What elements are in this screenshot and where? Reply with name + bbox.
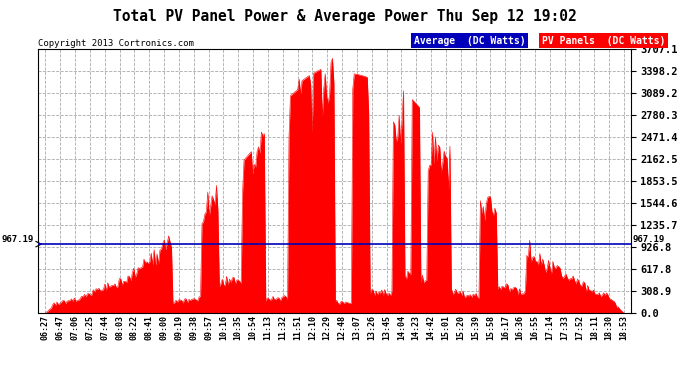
Text: Total PV Panel Power & Average Power Thu Sep 12 19:02: Total PV Panel Power & Average Power Thu… xyxy=(113,9,577,24)
Text: Copyright 2013 Cortronics.com: Copyright 2013 Cortronics.com xyxy=(38,39,194,48)
Text: 967.19: 967.19 xyxy=(1,235,34,244)
Text: Average  (DC Watts): Average (DC Watts) xyxy=(414,36,526,46)
Text: 967.19: 967.19 xyxy=(633,235,665,244)
Text: PV Panels  (DC Watts): PV Panels (DC Watts) xyxy=(542,36,665,46)
